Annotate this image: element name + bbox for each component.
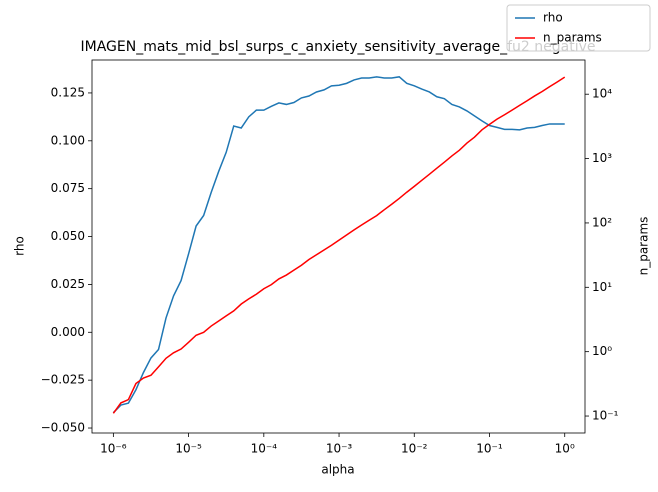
y-tick-label: 0.075 [51, 181, 85, 195]
x-tick-label: 10⁰ [555, 442, 575, 456]
x-tick-label: 10⁻³ [326, 442, 353, 456]
x-tick-label: 10⁻⁶ [100, 442, 127, 456]
y2-axis-label: n_params [637, 217, 651, 276]
y-axis-label: rho [13, 236, 27, 256]
y-tick-label: 0.025 [51, 277, 85, 291]
x-tick-label: 10⁻¹ [476, 442, 503, 456]
y-tick-label: 0.050 [51, 229, 85, 243]
legend-label: n_params [543, 31, 602, 45]
y-tick-label: −0.050 [41, 421, 85, 435]
y2-tick-label: 10² [592, 215, 612, 229]
chart-title: IMAGEN_mats_mid_bsl_surps_c_anxiety_sens… [81, 39, 596, 55]
y2-tick-label: 10⁴ [592, 87, 612, 101]
y2-tick-label: 10³ [592, 151, 612, 165]
series-line [112, 76, 566, 414]
y2-tick-label: 10⁰ [592, 344, 612, 358]
x-tick-label: 10⁻⁴ [251, 442, 278, 456]
x-tick-label: 10⁻² [401, 442, 428, 456]
legend-box [506, 4, 651, 52]
y2-tick-label: 10⁻¹ [592, 409, 619, 423]
x-tick-label: 10⁻⁵ [175, 442, 202, 456]
y-tick-label: 0.100 [51, 133, 85, 147]
y-tick-label: −0.025 [41, 373, 85, 387]
y2-tick-label: 10¹ [592, 280, 612, 294]
y-tick-label: 0.000 [51, 325, 85, 339]
y-tick-label: 0.125 [51, 85, 85, 99]
legend-label: rho [543, 11, 563, 25]
series-line [112, 76, 565, 414]
x-axis-label: alpha [321, 463, 354, 477]
axes-frame [91, 59, 586, 434]
